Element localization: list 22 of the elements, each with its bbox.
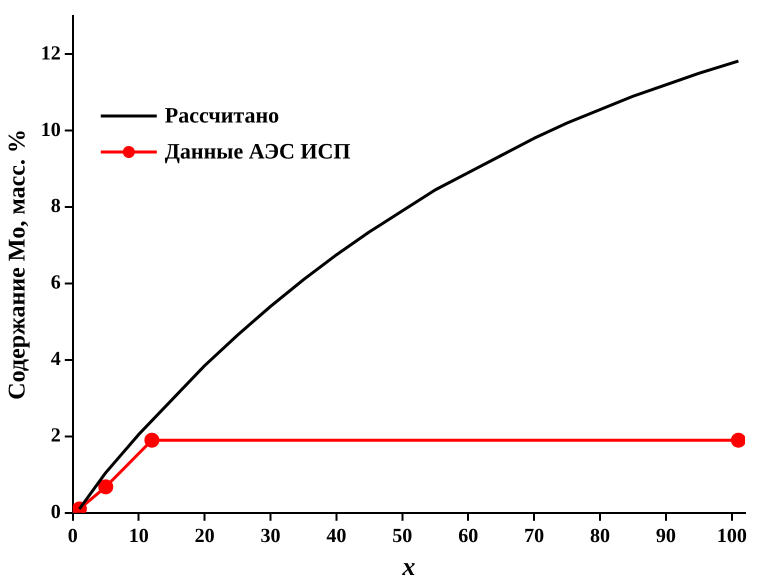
x-tick-label: 10 xyxy=(128,524,149,547)
x-tick-label: 50 xyxy=(392,524,412,547)
y-tick-label: 6 xyxy=(50,272,61,294)
x-tick-label: 0 xyxy=(68,524,78,547)
y-tick-label: 4 xyxy=(50,348,61,370)
x-tick-label: 100 xyxy=(716,524,747,547)
x-tick-label: 20 xyxy=(194,524,215,547)
y-tick-label: 12 xyxy=(40,42,61,64)
x-tick-label: 30 xyxy=(260,524,281,547)
x-axis-title: x xyxy=(401,552,416,582)
x-tick-label: 70 xyxy=(524,524,544,547)
y-tick-label: 2 xyxy=(50,424,61,447)
x-tick-label: 90 xyxy=(656,524,676,547)
x-tick-label: 80 xyxy=(590,524,610,547)
y-tick-label: 0 xyxy=(50,500,61,523)
y-tick-label: 8 xyxy=(50,195,61,218)
legend-label: Рассчитано xyxy=(164,102,280,128)
y-axis-title: Содержание Mo, масс. % xyxy=(4,129,31,400)
x-tick-label: 40 xyxy=(326,524,346,547)
x-tick-label: 60 xyxy=(458,524,478,547)
legend-label: Данные АЭС ИСП xyxy=(164,138,351,164)
y-tick-label: 10 xyxy=(40,118,61,141)
